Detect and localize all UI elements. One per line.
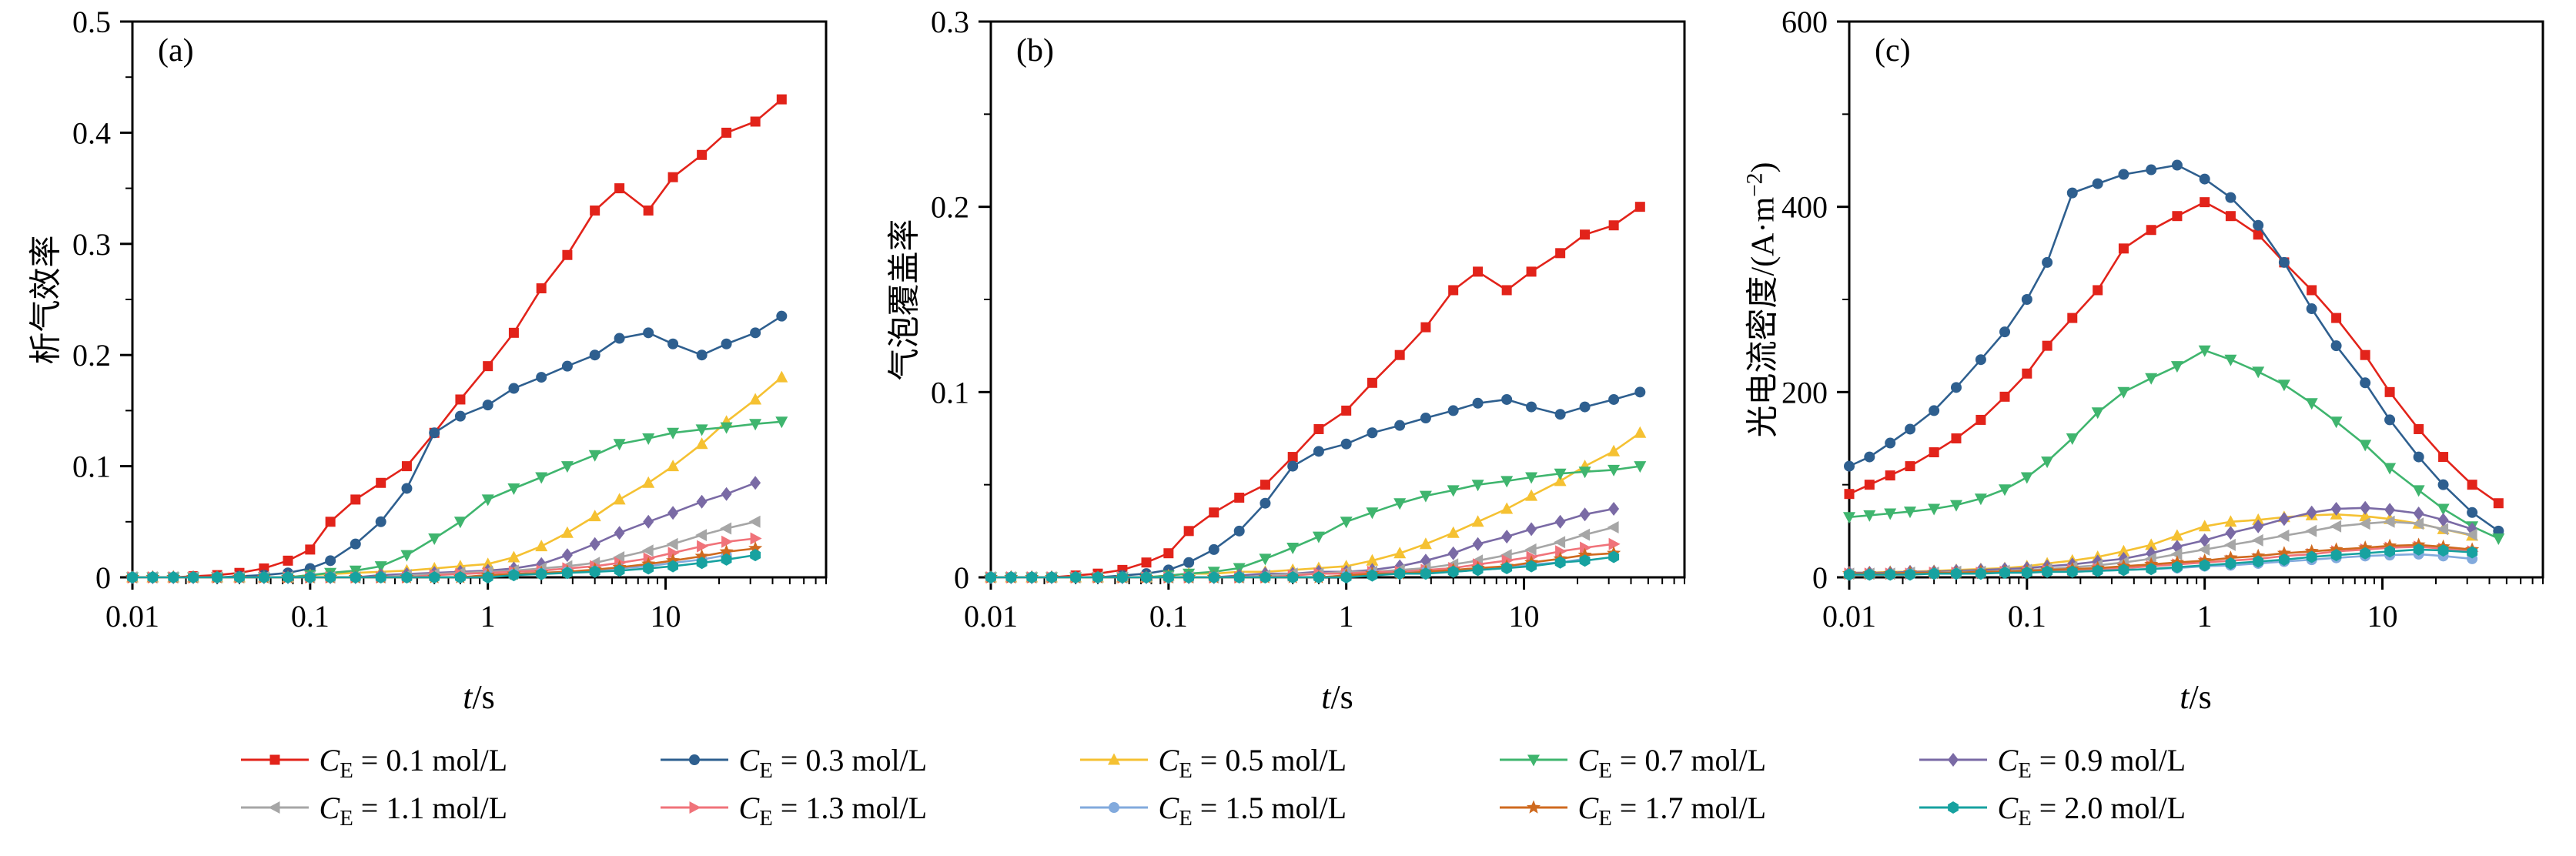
svg-text:0.01: 0.01 [105, 599, 159, 634]
legend-item-ce-1-7: CE = 1.7 mol/L [1498, 790, 1918, 831]
legend-item-ce-2-0: CE = 2.0 mol/L [1918, 790, 2337, 831]
chart-canvas-b: 0.01 0.1 1 10 0 0.1 0.2 0.3 [931, 5, 1686, 634]
legend: CE = 0.1 mol/L CE = 0.3 mol/L CE = 0.5 m… [0, 731, 2576, 831]
charts-row: 0.01 0.1 1 10 0 0.1 0.2 0.3 0.4 0.5 (a) 析气效率 t/s … [0, 0, 2575, 731]
panel-c: 0.01 0.1 1 10 0 200 400 600 (c) 光电流密度/(A·m−2) t… [1717, 0, 2575, 731]
svg-text:0.5: 0.5 [72, 5, 111, 39]
legend-label: CE = 1.5 mol/L [1158, 791, 1347, 831]
svg-text:10: 10 [2367, 599, 2398, 634]
legend-item-ce-0-9: CE = 0.9 mol/L [1918, 742, 2337, 784]
svg-text:1: 1 [480, 599, 496, 634]
legend-triangle-down-marker-icon [1498, 745, 1569, 781]
svg-text:0.1: 0.1 [1149, 599, 1188, 634]
x-axis-title-a: t/s [463, 678, 495, 716]
legend-circle-marker-icon [659, 745, 730, 781]
legend-label: CE = 0.9 mol/L [1997, 743, 2186, 783]
svg-text:600: 600 [1781, 5, 1828, 39]
svg-text:400: 400 [1781, 190, 1828, 225]
legend-diamond-marker-icon [1918, 745, 1989, 781]
chart-canvas-a: 0.01 0.1 1 10 0 0.1 0.2 0.3 0.4 0.5 [72, 5, 828, 634]
legend-item-ce-0-1: CE = 0.1 mol/L [239, 742, 659, 784]
legend-circle-marker-icon [1079, 793, 1149, 829]
legend-label: CE = 0.3 mol/L [738, 743, 928, 783]
svg-text:0: 0 [1812, 560, 1828, 595]
legend-triangle-left-marker-icon [239, 793, 310, 829]
svg-text:0.01: 0.01 [1822, 599, 1876, 634]
panel-label-c: (c) [1875, 33, 1911, 69]
legend-item-ce-1-3: CE = 1.3 mol/L [659, 790, 1079, 831]
legend-label: CE = 0.7 mol/L [1577, 743, 1767, 783]
svg-text:0.1: 0.1 [291, 599, 330, 634]
svg-text:0.1: 0.1 [2008, 599, 2046, 634]
svg-text:1: 1 [1339, 599, 1354, 634]
legend-star-marker-icon [1498, 793, 1569, 829]
svg-text:0.01: 0.01 [964, 599, 1018, 634]
panel-a: 0.01 0.1 1 10 0 0.1 0.2 0.3 0.4 0.5 (a) 析气效率 t/s [0, 0, 858, 731]
panel-b: 0.01 0.1 1 10 0 0.1 0.2 0.3 (b) 气泡覆盖率 t/s [858, 0, 1717, 731]
svg-text:0.3: 0.3 [931, 5, 969, 39]
legend-label: CE = 0.5 mol/L [1158, 743, 1347, 783]
legend-item-ce-0-5: CE = 0.5 mol/L [1079, 742, 1498, 784]
svg-text:0.1: 0.1 [931, 375, 969, 410]
chart-canvas-c: 0.01 0.1 1 10 0 200 400 600 [1781, 5, 2544, 634]
svg-text:1: 1 [2197, 599, 2213, 634]
legend-label: CE = 0.1 mol/L [319, 743, 508, 783]
legend-label: CE = 1.7 mol/L [1577, 791, 1767, 831]
svg-text:200: 200 [1781, 375, 1828, 410]
x-axis-title-b: t/s [1321, 678, 1353, 716]
svg-text:0.2: 0.2 [931, 190, 969, 225]
legend-item-ce-0-7: CE = 0.7 mol/L [1498, 742, 1918, 784]
legend-label: CE = 1.3 mol/L [738, 791, 928, 831]
legend-item-ce-1-5: CE = 1.5 mol/L [1079, 790, 1498, 831]
svg-text:0.2: 0.2 [72, 338, 111, 373]
svg-text:0: 0 [954, 560, 969, 595]
legend-item-ce-1-1: CE = 1.1 mol/L [239, 790, 659, 831]
panel-label-b: (b) [1016, 33, 1054, 69]
panel-label-a: (a) [158, 33, 194, 69]
svg-text:0.4: 0.4 [72, 115, 111, 150]
svg-text:0.3: 0.3 [72, 227, 111, 262]
x-axis-title-c: t/s [2180, 678, 2212, 716]
svg-text:0.1: 0.1 [72, 450, 111, 484]
legend-triangle-up-marker-icon [1079, 745, 1149, 781]
legend-square-marker-icon [239, 745, 310, 781]
svg-text:10: 10 [1509, 599, 1540, 634]
svg-text:0: 0 [95, 560, 111, 595]
legend-item-ce-0-3: CE = 0.3 mol/L [659, 742, 1079, 784]
legend-triangle-right-marker-icon [659, 793, 730, 829]
legend-label: CE = 1.1 mol/L [319, 791, 508, 831]
legend-label: CE = 2.0 mol/L [1997, 791, 2186, 831]
svg-text:10: 10 [651, 599, 681, 634]
legend-hexagon-marker-icon [1918, 793, 1989, 829]
